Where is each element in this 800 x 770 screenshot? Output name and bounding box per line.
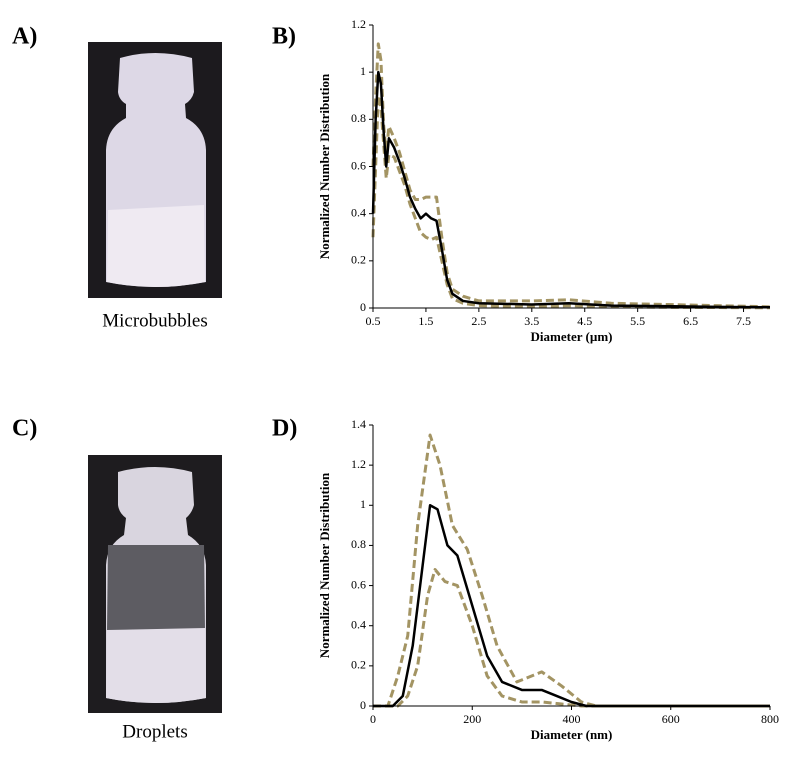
data-line bbox=[373, 504, 770, 708]
panel-label: A) bbox=[12, 24, 37, 50]
y-axis-label: Normalized Number Distribution bbox=[317, 73, 332, 259]
y-tick-label: 0.8 bbox=[351, 111, 366, 125]
y-tick-label: 1.4 bbox=[351, 417, 366, 431]
y-tick-label: 1 bbox=[360, 64, 366, 78]
y-tick-label: 0.2 bbox=[351, 253, 366, 267]
photo-caption: Droplets bbox=[122, 721, 187, 742]
y-tick-label: 1.2 bbox=[351, 457, 366, 471]
x-tick-label: 6.5 bbox=[683, 314, 698, 328]
y-tick-label: 0.4 bbox=[351, 617, 366, 631]
y-tick-label: 0 bbox=[360, 300, 366, 314]
y-tick-label: 0.6 bbox=[351, 577, 366, 591]
data-line bbox=[373, 433, 770, 708]
photo-droplets bbox=[88, 455, 222, 713]
x-tick-label: 5.5 bbox=[630, 314, 645, 328]
y-tick-label: 0.4 bbox=[351, 205, 366, 219]
x-tick-label: 0.5 bbox=[366, 314, 381, 328]
x-tick-label: 1.5 bbox=[418, 314, 433, 328]
x-tick-label: 200 bbox=[463, 712, 481, 726]
photo-caption: Microbubbles bbox=[102, 310, 208, 331]
panel-label: B) bbox=[272, 24, 296, 50]
x-axis-label: Diameter (µm) bbox=[531, 329, 613, 344]
y-tick-label: 0.8 bbox=[351, 537, 366, 551]
data-line bbox=[371, 94, 771, 310]
y-tick-label: 0.6 bbox=[351, 158, 366, 172]
panel-label: C) bbox=[12, 416, 37, 442]
panel-label: D) bbox=[272, 416, 297, 442]
x-tick-label: 7.5 bbox=[736, 314, 751, 328]
y-axis-label: Normalized Number Distribution bbox=[317, 472, 332, 658]
data-line bbox=[371, 42, 771, 309]
x-tick-label: 4.5 bbox=[577, 314, 592, 328]
y-tick-label: 1.2 bbox=[351, 17, 366, 31]
x-axis-label: Diameter (nm) bbox=[531, 727, 613, 742]
x-tick-label: 2.5 bbox=[471, 314, 486, 328]
x-tick-label: 600 bbox=[662, 712, 680, 726]
photo-microbubbles bbox=[88, 42, 222, 298]
y-tick-label: 1 bbox=[360, 497, 366, 511]
y-tick-label: 0 bbox=[360, 698, 366, 712]
x-tick-label: 400 bbox=[563, 712, 581, 726]
x-tick-label: 800 bbox=[761, 712, 779, 726]
x-tick-label: 0 bbox=[370, 712, 376, 726]
x-tick-label: 3.5 bbox=[524, 314, 539, 328]
data-line bbox=[371, 70, 771, 309]
data-line bbox=[373, 568, 770, 708]
y-tick-label: 0.2 bbox=[351, 658, 366, 672]
